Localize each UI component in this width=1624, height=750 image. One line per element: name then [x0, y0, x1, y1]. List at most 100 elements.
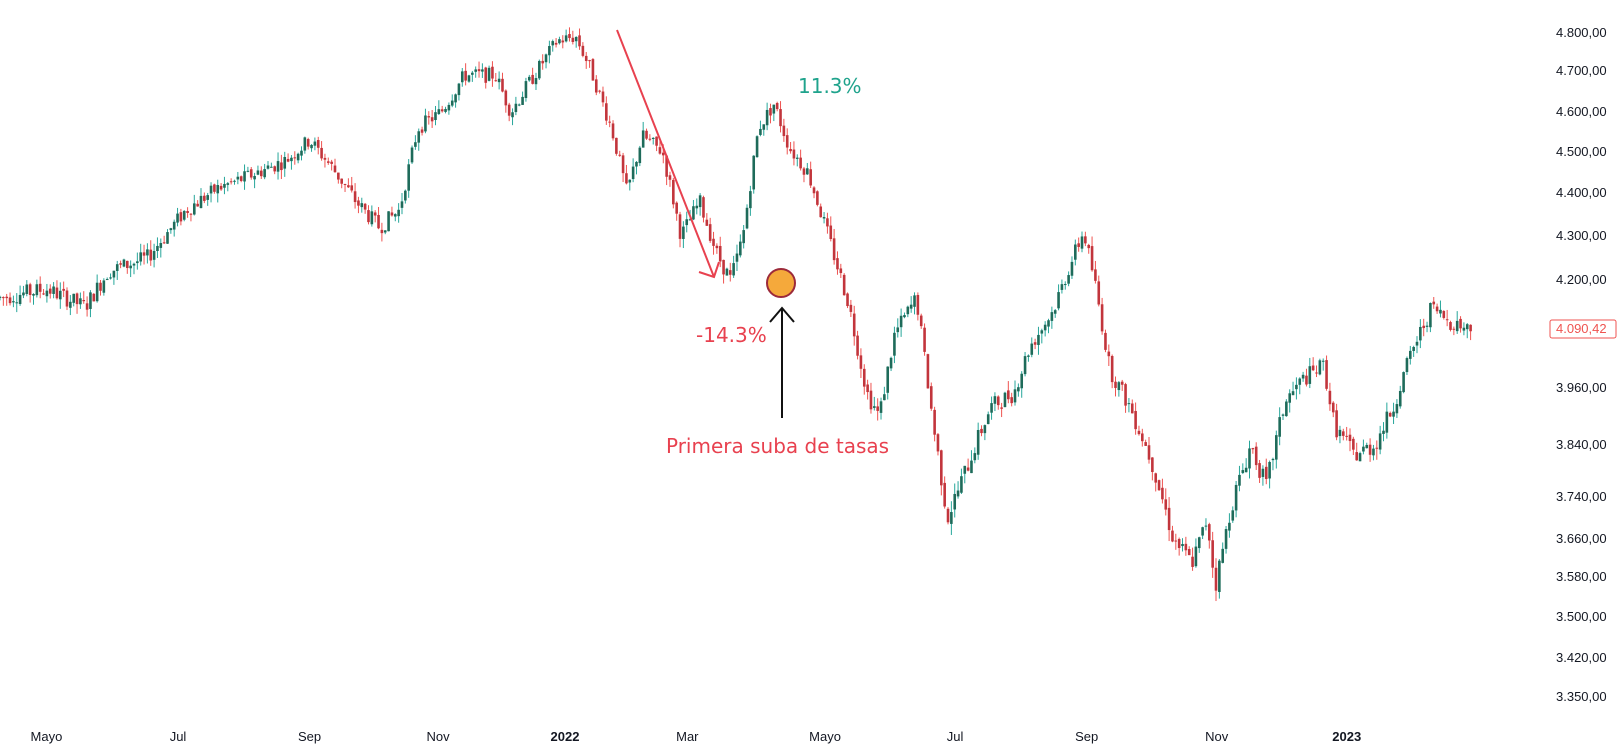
candle-body — [313, 141, 317, 146]
candle-body — [715, 245, 719, 249]
candle-body — [940, 450, 943, 486]
y-tick-label: 3.960,00 — [1556, 380, 1607, 395]
x-tick-label: Jul — [170, 729, 187, 744]
candle-body — [52, 286, 55, 294]
candle-body — [1043, 324, 1047, 331]
y-tick-label: 3.580,00 — [1556, 569, 1607, 584]
candle-body — [340, 178, 343, 184]
candle-body — [1348, 434, 1352, 442]
candle-body — [1278, 417, 1281, 437]
candle-body — [310, 144, 313, 149]
candle-body — [1023, 356, 1027, 375]
candle-body — [464, 70, 467, 81]
candle-body — [1074, 244, 1077, 260]
candle-body — [270, 166, 273, 168]
candle-body — [330, 161, 333, 164]
candle-body — [48, 288, 52, 294]
candle-body — [1181, 543, 1184, 547]
candle-body — [481, 69, 484, 72]
candle-body — [1382, 430, 1385, 434]
candle-body — [943, 482, 946, 507]
x-tick-label: 2022 — [551, 729, 580, 744]
candle-body — [337, 172, 340, 180]
candle-body — [1385, 411, 1389, 433]
candle-body — [400, 201, 404, 208]
candle-body — [136, 261, 139, 264]
candle-body — [795, 157, 799, 159]
candle-body — [65, 290, 69, 307]
candle-body — [1228, 522, 1231, 531]
candle-body — [192, 203, 196, 215]
candle-body — [538, 60, 541, 79]
candle-body — [1469, 324, 1472, 332]
candle-body — [1097, 281, 1101, 305]
candle-body — [1331, 402, 1335, 413]
candle-body — [256, 170, 260, 175]
candle-body — [1409, 350, 1412, 359]
candle-body — [1311, 365, 1315, 371]
candle-body — [22, 292, 25, 296]
candle-body — [839, 268, 843, 274]
candle-body — [2, 297, 5, 299]
candle-body — [1321, 360, 1325, 362]
candle-body — [491, 66, 494, 79]
candle-body — [484, 67, 488, 83]
candle-body — [477, 69, 481, 72]
candle-body — [1161, 487, 1164, 500]
candle-body — [1130, 403, 1134, 414]
candle-body — [1301, 374, 1305, 379]
candle-body — [899, 315, 903, 328]
candle-body — [645, 130, 648, 139]
last-price-label: 4.090,42 — [1556, 321, 1607, 336]
candle-body — [615, 137, 618, 154]
candle-body — [1368, 444, 1372, 455]
candle-body — [28, 284, 32, 295]
y-tick-label: 3.500,00 — [1556, 609, 1607, 624]
candle-body — [802, 168, 806, 175]
candle-body — [430, 117, 434, 122]
candle-body — [504, 90, 508, 106]
candle-body — [15, 302, 19, 304]
candle-body — [578, 35, 581, 47]
candle-body — [216, 185, 220, 194]
candle-body — [752, 155, 756, 190]
candle-body — [675, 202, 678, 214]
candle-body — [929, 386, 933, 409]
candle-body — [434, 112, 437, 121]
candle-body — [1452, 328, 1456, 330]
candle-body — [1141, 433, 1144, 442]
candle-body — [1110, 355, 1114, 383]
candle-body — [263, 169, 266, 178]
candle-body — [1268, 461, 1271, 479]
candle-body — [1211, 540, 1214, 568]
candle-body — [936, 434, 940, 452]
candle-body — [440, 109, 444, 112]
candle-body — [276, 161, 280, 172]
candle-body — [380, 229, 384, 234]
candle-body — [1157, 480, 1161, 491]
candle-body — [1000, 407, 1003, 409]
candle-body — [950, 512, 953, 524]
candle-body — [749, 191, 752, 209]
time-axis[interactable]: Mayo Jul Sep Nov 2022 Mar Mayo Jul Sep Nov 2023 — [31, 729, 1362, 744]
candle-body — [1362, 446, 1365, 452]
candle-body — [360, 203, 364, 208]
candle-body — [219, 185, 223, 190]
candle-body — [253, 175, 256, 180]
candle-body — [69, 301, 72, 308]
candle-body — [1372, 448, 1375, 456]
candle-body — [55, 287, 59, 299]
candle-body — [1254, 446, 1258, 466]
candle-body — [661, 152, 665, 156]
candle-body — [1224, 529, 1228, 549]
candle-body — [628, 179, 632, 183]
price-axis[interactable]: 4.800,00 4.700,00 4.600,00 4.500,00 4.400,00… — [1549, 25, 1617, 704]
candle-body — [581, 45, 585, 56]
candle-body — [390, 212, 394, 216]
candle-body — [236, 176, 240, 180]
candle-body — [457, 83, 461, 96]
candle-body — [427, 116, 431, 118]
candle-body — [1147, 445, 1151, 460]
candle-body — [176, 213, 179, 223]
